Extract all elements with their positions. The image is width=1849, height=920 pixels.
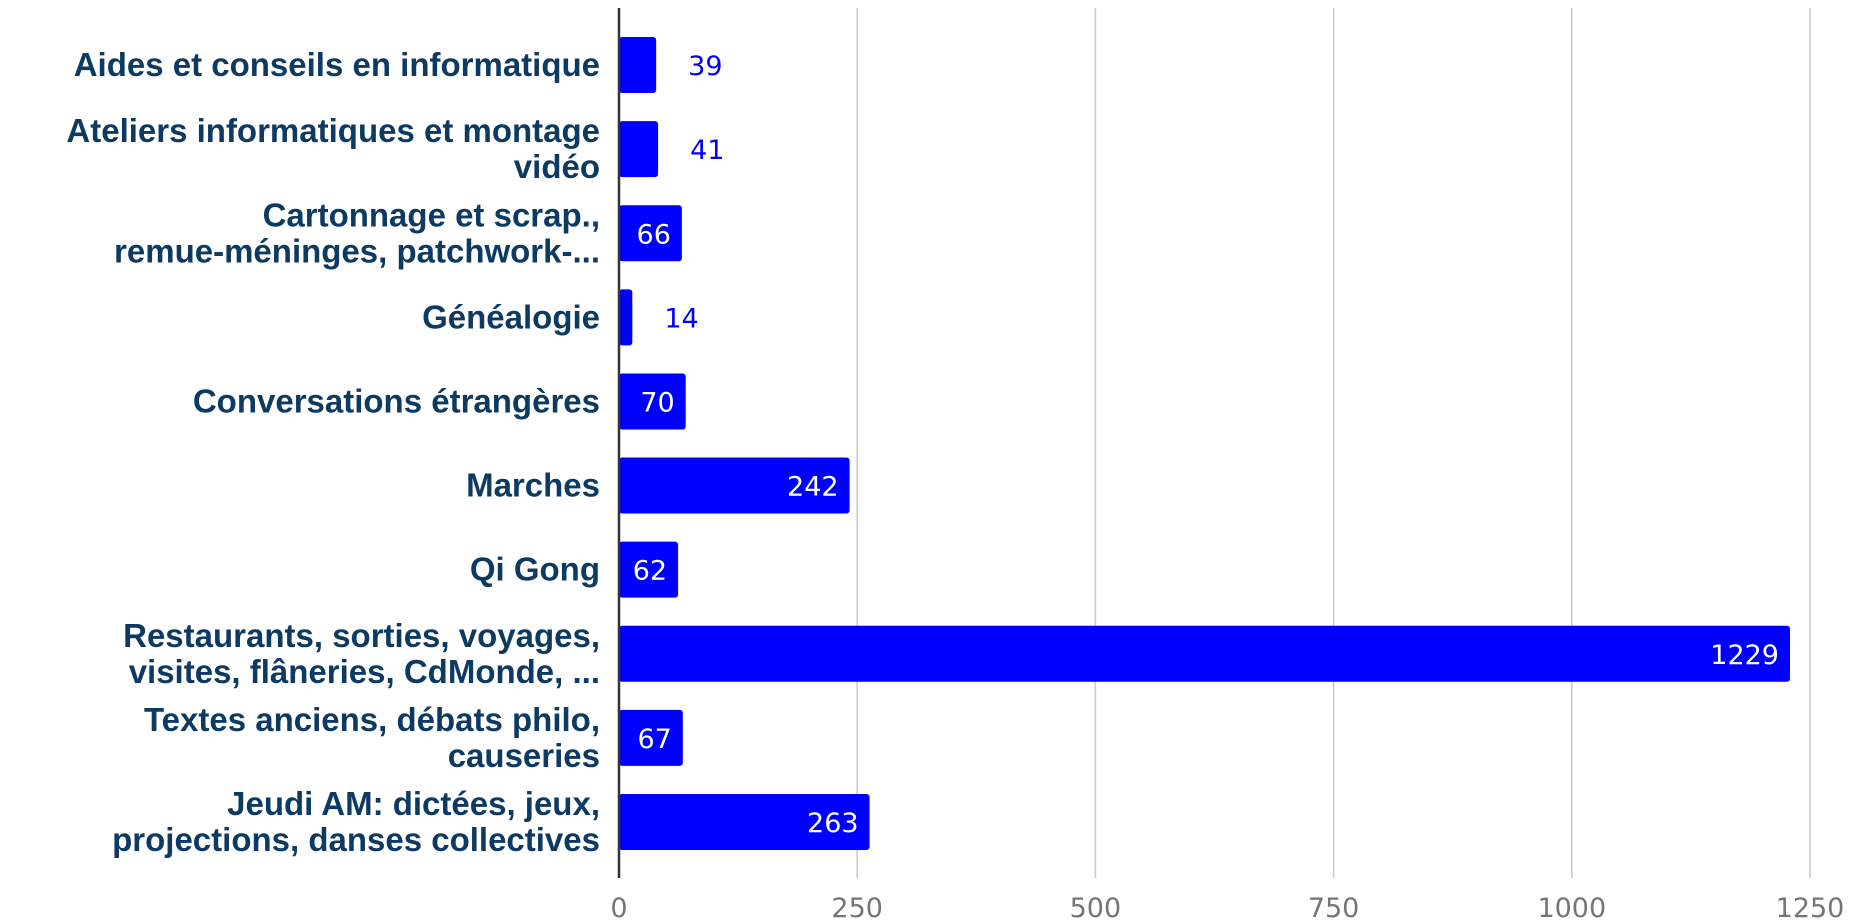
category-label: visites, flâneries, CdMonde, ... bbox=[129, 653, 600, 690]
x-tick-label: 500 bbox=[1070, 893, 1122, 920]
bar bbox=[619, 205, 682, 262]
bar-value-label: 14 bbox=[664, 303, 698, 334]
category-label: Qi Gong bbox=[470, 551, 600, 588]
bar bbox=[619, 793, 870, 850]
category-label: Restaurants, sorties, voyages, bbox=[123, 617, 600, 654]
bar-value-label: 41 bbox=[690, 135, 724, 166]
grid-lines bbox=[856, 8, 1811, 878]
bars: 39 41 66 14 70 242 62 1229 67 263 bbox=[619, 37, 1790, 850]
x-tick-label: 0 bbox=[610, 893, 627, 920]
bar-value-label: 62 bbox=[633, 556, 667, 587]
bar bbox=[619, 373, 686, 430]
category-label: Aides et conseils en informatique bbox=[74, 46, 600, 83]
bar-value-label: 263 bbox=[807, 808, 859, 839]
category-label: Marches bbox=[466, 467, 600, 504]
category-label: Textes anciens, débats philo, bbox=[144, 701, 600, 738]
bar bbox=[619, 709, 683, 766]
x-tick-label: 750 bbox=[1308, 893, 1360, 920]
bar bbox=[619, 625, 1790, 682]
bar-value-label: 39 bbox=[688, 51, 722, 82]
category-label: Jeudi AM: dictées, jeux, bbox=[227, 785, 600, 822]
x-tick-label: 1250 bbox=[1776, 893, 1845, 920]
bar-value-label: 67 bbox=[637, 724, 671, 755]
category-label: Ateliers informatiques et montage bbox=[66, 112, 600, 149]
x-tick-label: 1000 bbox=[1537, 893, 1606, 920]
category-label: Cartonnage et scrap., bbox=[263, 196, 600, 233]
bar bbox=[619, 541, 679, 598]
category-label: projections, danses collectives bbox=[112, 821, 600, 858]
x-axis-tick-labels: 0 250 500 750 1000 1250 bbox=[610, 893, 1844, 920]
bar bbox=[619, 289, 633, 346]
bar-value-label: 70 bbox=[640, 387, 674, 418]
x-tick-label: 250 bbox=[831, 893, 883, 920]
bar bbox=[619, 457, 850, 514]
bar-value-label: 1229 bbox=[1710, 640, 1779, 671]
bar-value-label: 242 bbox=[787, 472, 839, 503]
bar bbox=[619, 37, 657, 94]
bar-value-label: 66 bbox=[637, 219, 671, 250]
category-label: remue-méninges, patchwork-... bbox=[114, 232, 600, 269]
category-labels: Aides et conseils en informatique Atelier… bbox=[66, 46, 600, 858]
category-label: causeries bbox=[448, 737, 600, 774]
category-label: Conversations étrangères bbox=[193, 382, 600, 419]
category-label: Généalogie bbox=[422, 298, 600, 335]
bar bbox=[619, 121, 659, 178]
category-label: vidéo bbox=[514, 148, 600, 185]
